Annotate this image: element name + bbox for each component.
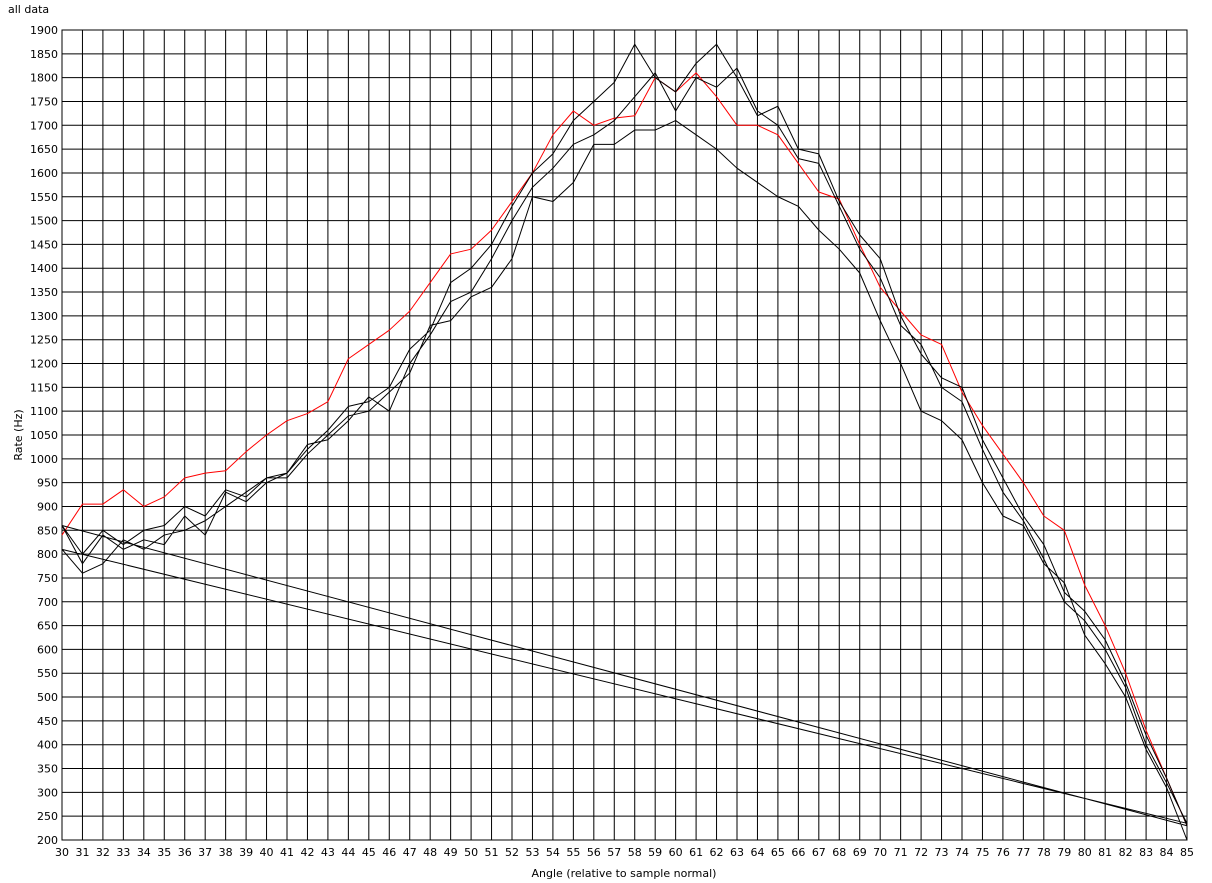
y-tick-label: 1250 — [30, 334, 58, 347]
x-tick-label: 47 — [403, 846, 417, 859]
x-tick-label: 45 — [362, 846, 376, 859]
y-tick-label: 1100 — [30, 405, 58, 418]
x-tick-label: 35 — [157, 846, 171, 859]
x-tick-label: 70 — [873, 846, 887, 859]
y-tick-label: 500 — [37, 691, 58, 704]
x-tick-label: 49 — [444, 846, 458, 859]
y-tick-label: 200 — [37, 834, 58, 847]
x-tick-label: 42 — [300, 846, 314, 859]
data-line — [61, 43, 1188, 841]
x-axis-label: Angle (relative to sample normal) — [532, 867, 717, 880]
x-tick-label: 66 — [791, 846, 805, 859]
y-tick-label: 1800 — [30, 72, 58, 85]
y-tick-label: 1900 — [30, 24, 58, 37]
y-tick-label: 400 — [37, 739, 58, 752]
x-tick-label: 73 — [935, 846, 949, 859]
x-tick-label: 43 — [321, 846, 335, 859]
chart-title: all data — [8, 3, 49, 16]
x-tick-label: 58 — [628, 846, 642, 859]
y-tick-label: 1450 — [30, 238, 58, 251]
x-tick-label: 84 — [1160, 846, 1174, 859]
y-tick-label: 1850 — [30, 48, 58, 61]
x-tick-label: 54 — [546, 846, 560, 859]
x-tick-label: 64 — [750, 846, 764, 859]
x-tick-label: 61 — [689, 846, 703, 859]
x-tick-label: 33 — [116, 846, 130, 859]
x-tick-label: 74 — [955, 846, 969, 859]
x-tick-label: 31 — [75, 846, 89, 859]
x-tick-label: 79 — [1057, 846, 1071, 859]
x-tick-label: 50 — [464, 846, 478, 859]
x-tick-label: 62 — [710, 846, 724, 859]
y-tick-label: 900 — [37, 500, 58, 513]
x-tick-label: 63 — [730, 846, 744, 859]
y-tick-label: 1350 — [30, 286, 58, 299]
x-tick-label: 80 — [1078, 846, 1092, 859]
x-tick-label: 72 — [914, 846, 928, 859]
y-tick-label: 1700 — [30, 119, 58, 132]
y-tick-label: 1150 — [30, 381, 58, 394]
y-tick-label: 1300 — [30, 310, 58, 323]
x-tick-label: 34 — [137, 846, 151, 859]
y-tick-label: 1650 — [30, 143, 58, 156]
x-tick-label: 46 — [382, 846, 396, 859]
x-tick-label: 65 — [771, 846, 785, 859]
y-tick-label: 1750 — [30, 95, 58, 108]
x-tick-label: 60 — [669, 846, 683, 859]
y-tick-label: 800 — [37, 548, 58, 561]
y-tick-label: 1400 — [30, 262, 58, 275]
x-tick-label: 82 — [1119, 846, 1133, 859]
y-tick-label: 1600 — [30, 167, 58, 180]
y-tick-label: 650 — [37, 620, 58, 633]
x-tick-label: 71 — [894, 846, 908, 859]
y-tick-label: 750 — [37, 572, 58, 585]
x-tick-label: 59 — [648, 846, 662, 859]
y-tick-label: 550 — [37, 667, 58, 680]
x-tick-label: 52 — [505, 846, 519, 859]
x-tick-label: 57 — [607, 846, 621, 859]
y-tick-label: 1050 — [30, 429, 58, 442]
y-tick-label: 600 — [37, 643, 58, 656]
y-tick-label: 350 — [37, 763, 58, 776]
y-tick-label: 1000 — [30, 453, 58, 466]
x-tick-label: 48 — [423, 846, 437, 859]
data-line — [61, 72, 1188, 826]
x-tick-label: 78 — [1037, 846, 1051, 859]
x-tick-label: 32 — [96, 846, 110, 859]
x-tick-label: 39 — [239, 846, 253, 859]
y-tick-label: 950 — [37, 477, 58, 490]
x-tick-label: 67 — [812, 846, 826, 859]
x-tick-label: 81 — [1098, 846, 1112, 859]
x-tick-label: 69 — [853, 846, 867, 859]
y-tick-label: 1550 — [30, 191, 58, 204]
x-tick-label: 77 — [1016, 846, 1030, 859]
x-tick-label: 37 — [198, 846, 212, 859]
x-tick-label: 55 — [566, 846, 580, 859]
x-tick-label: 41 — [280, 846, 294, 859]
x-tick-label: 44 — [341, 846, 355, 859]
x-tick-label: 68 — [832, 846, 846, 859]
x-tick-label: 53 — [525, 846, 539, 859]
x-tick-label: 40 — [260, 846, 274, 859]
x-tick-label: 38 — [219, 846, 233, 859]
y-tick-label: 1500 — [30, 215, 58, 228]
x-tick-label: 51 — [485, 846, 499, 859]
x-tick-label: 83 — [1139, 846, 1153, 859]
y-tick-label: 850 — [37, 524, 58, 537]
x-tick-label: 85 — [1180, 846, 1194, 859]
y-axis-label: Rate (Hz) — [12, 409, 25, 460]
y-tick-label: 300 — [37, 786, 58, 799]
x-tick-label: 30 — [55, 846, 69, 859]
y-tick-label: 1200 — [30, 358, 58, 371]
x-tick-label: 76 — [996, 846, 1010, 859]
y-tick-label: 700 — [37, 596, 58, 609]
y-tick-label: 250 — [37, 810, 58, 823]
x-tick-label: 75 — [975, 846, 989, 859]
y-tick-label: 450 — [37, 715, 58, 728]
x-tick-label: 36 — [178, 846, 192, 859]
x-tick-label: 56 — [587, 846, 601, 859]
